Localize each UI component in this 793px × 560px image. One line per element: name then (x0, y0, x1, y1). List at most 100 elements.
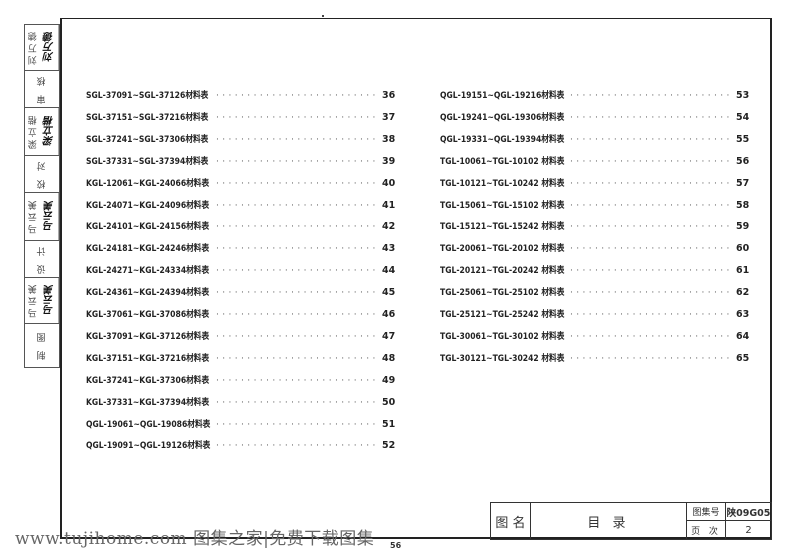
dot-leader: ·························· (216, 375, 376, 386)
entry-title: TGL-15061~TGL-15102 材料表 (440, 200, 565, 211)
atlas-number-label: 图集号 (686, 502, 726, 521)
entry-page: 39 (382, 155, 396, 167)
dot-leader: ·························· (216, 200, 376, 211)
signature-cell: 校 对 (24, 155, 60, 192)
dot-leader: ·························· (570, 310, 730, 320)
entry-title: KGL-37061~KGL-37086材料表 (86, 310, 210, 320)
entry-title: TGL-10061~TGL-10102 材料表 (440, 156, 565, 167)
entry-title: KGL-37331~KGL-37394材料表 (86, 397, 210, 408)
dot-leader: ·························· (570, 156, 730, 167)
role-label: 刘万德 (28, 29, 39, 66)
entry-page: 44 (382, 265, 396, 277)
toc-entry: SGL-37091~SGL-37126材料表 ··················… (86, 90, 406, 102)
dot-leader: ·························· (570, 244, 730, 255)
handwritten-signature: 马云美 (41, 193, 59, 240)
dot-leader: ·························· (216, 178, 376, 189)
role-label: 审 核 (37, 74, 48, 104)
entry-title: KGL-37091~KGL-37126材料表 (86, 331, 210, 342)
entry-page: 65 (736, 352, 750, 364)
role-label: 设 计 (37, 244, 48, 274)
dot-leader: ·························· (216, 331, 376, 342)
dot-leader: ·························· (570, 178, 730, 189)
dot-leader: ·························· (216, 310, 376, 320)
entry-page: 63 (736, 309, 750, 320)
speck (322, 15, 324, 17)
entry-page: 48 (382, 352, 396, 364)
dot-leader: ·························· (216, 441, 376, 452)
role-label: 制 图 (37, 330, 48, 361)
entry-title: QGL-19151~QGL-19216材料表 (440, 91, 565, 101)
handwritten-signature: 刘万德 (41, 25, 59, 70)
entry-title: QGL-19091~QGL-19126材料表 (86, 441, 211, 452)
toc-entry: KGL-37151~KGL-37216材料表 ··················… (86, 353, 406, 365)
entry-page: 45 (382, 287, 396, 299)
entry-page: 59 (736, 221, 750, 233)
toc-entry: KGL-24181~KGL-24246材料表 ··················… (86, 243, 406, 255)
role-label: 马云美 (28, 282, 39, 319)
sheet-number: 56 (390, 541, 402, 550)
signature-cell: 梁立楷 梁立楷 (24, 107, 60, 155)
dot-leader: ·························· (570, 200, 730, 211)
signature-cell: 审 核 (24, 70, 60, 107)
toc-entry: TGL-25121~TGL-25242 材料表 ·················… (440, 309, 760, 321)
toc-entry: QGL-19331~QGL-19394材料表 ··················… (440, 134, 760, 146)
toc-entry: SGL-37151~SGL-37216材料表 ··················… (86, 112, 406, 124)
entry-page: 60 (736, 243, 750, 255)
entry-page: 42 (382, 221, 396, 233)
entry-page: 61 (736, 265, 750, 277)
role-label: 梁立楷 (28, 113, 39, 150)
toc-entry: KGL-37091~KGL-37126材料表 ··················… (86, 331, 406, 343)
entry-page: 37 (382, 111, 396, 123)
entry-page: 50 (382, 396, 396, 408)
handwritten-signature: 马云美 (41, 278, 59, 323)
entry-page: 43 (382, 243, 396, 255)
toc-entry: KGL-24361~KGL-24394材料表 ··················… (86, 287, 406, 299)
entry-title: TGL-15121~TGL-15242 材料表 (440, 222, 565, 233)
entry-title: QGL-19241~QGL-19306材料表 (440, 112, 565, 123)
toc-entry: TGL-30121~TGL-30242 材料表 ·················… (440, 353, 760, 365)
signature-cell: 制 图 (24, 323, 60, 368)
toc-entry: TGL-30061~TGL-30102 材料表 ·················… (440, 331, 760, 343)
entry-title: TGL-10121~TGL-10242 材料表 (440, 178, 565, 189)
signature-cell: 马云美 马云美 (24, 192, 60, 240)
entry-page: 53 (736, 90, 750, 101)
page-number: 2 (725, 520, 772, 540)
entry-title: SGL-37331~SGL-37394材料表 (86, 156, 209, 167)
entry-page: 47 (382, 330, 396, 342)
toc-entry: KGL-24071~KGL-24096材料表 ··················… (86, 200, 406, 212)
drawing-title: 目 录 (530, 502, 687, 540)
dot-leader: ·························· (216, 134, 376, 145)
dot-leader: ·························· (216, 244, 376, 255)
dot-leader: ·························· (570, 91, 730, 101)
handwritten-signature: 梁立楷 (41, 108, 59, 155)
toc-entry: KGL-37241~KGL-37306材料表 ··················… (86, 375, 406, 387)
dot-leader: ·························· (570, 353, 730, 364)
role-label: 校 对 (37, 159, 48, 189)
role-label: 马云美 (28, 198, 39, 235)
entry-title: KGL-24361~KGL-24394材料表 (86, 288, 210, 299)
toc-entry: TGL-10061~TGL-10102 材料表 ·················… (440, 156, 760, 168)
toc-entry: QGL-19091~QGL-19126材料表 ··················… (86, 440, 406, 452)
toc-entry: SGL-37241~SGL-37306材料表 ··················… (86, 134, 406, 146)
toc-entry: QGL-19151~QGL-19216材料表 ··················… (440, 90, 760, 102)
toc-entry: KGL-37331~KGL-37394材料表 ··················… (86, 397, 406, 409)
dot-leader: ·························· (216, 156, 376, 167)
entry-page: 40 (382, 177, 396, 189)
dot-leader: ·························· (216, 288, 376, 299)
toc-entry: TGL-20121~TGL-20242 材料表 ·················… (440, 265, 760, 277)
entry-page: 64 (736, 330, 750, 342)
entry-title: KGL-24181~KGL-24246材料表 (86, 244, 210, 255)
toc-entry: TGL-25061~TGL-25102 材料表 ·················… (440, 287, 760, 299)
entry-title: KGL-24101~KGL-24156材料表 (86, 222, 210, 233)
entry-title: TGL-20061~TGL-20102 材料表 (440, 244, 565, 255)
watermark: www.tujihome.com 图集之家|免费下载图集 (15, 529, 375, 549)
entry-page: 51 (382, 418, 396, 430)
entry-page: 36 (382, 90, 396, 101)
signature-cell: 设 计 (24, 240, 60, 277)
entry-page: 56 (736, 155, 750, 167)
dot-leader: ·························· (216, 419, 376, 430)
entry-title: TGL-30061~TGL-30102 材料表 (440, 331, 565, 342)
entry-title: SGL-37241~SGL-37306材料表 (86, 134, 209, 145)
entry-page: 54 (736, 111, 750, 123)
